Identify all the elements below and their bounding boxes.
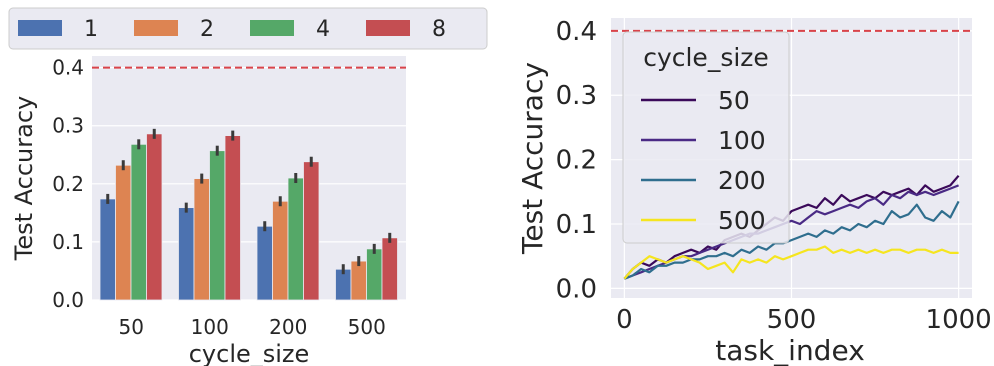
bar-100-series-1 (178, 207, 195, 301)
bar-x-tick-100: 100 (191, 315, 229, 339)
line-chart-legend-title: cycle_size (643, 43, 769, 72)
legend-swatch-4 (250, 20, 294, 36)
bar-200-series-8 (303, 161, 320, 301)
bar-x-tick-50: 50 (119, 315, 144, 339)
bar-50-series-2 (115, 164, 132, 301)
bar-chart-bars (99, 128, 398, 301)
legend-label-8: 8 (432, 17, 446, 42)
bar-50-series-4 (130, 143, 147, 301)
legend-label-4: 4 (316, 17, 330, 42)
bar-x-tick-200: 200 (269, 315, 307, 339)
line-series-50 (623, 174, 960, 280)
line-chart-y-ticks: 0.0 0.1 0.2 0.3 0.4 (556, 17, 597, 304)
top-legend-items: 1 2 4 8 (18, 17, 446, 42)
line-y-tick-0.1: 0.1 (556, 210, 597, 240)
line-chart-series (623, 174, 960, 280)
bar-500-series-2 (350, 260, 367, 301)
legend-swatch-2 (134, 20, 178, 36)
top-legend-frame (8, 7, 488, 50)
line-legend-label-50: 50 (718, 86, 750, 115)
line-legend-label-200: 200 (718, 166, 766, 195)
bar-200-series-4 (287, 177, 304, 301)
line-y-tick-0.3: 0.3 (556, 81, 597, 111)
bar-chart-x-ticks: 50 100 200 500 (119, 315, 386, 339)
line-y-tick-0.2: 0.2 (556, 146, 597, 176)
line-chart-legend: cycle_size 50 100 200 500 (622, 31, 790, 244)
line-chart-y-axis-label: Test Accuracy (516, 62, 549, 255)
bar-chart-x-axis-label: cycle_size (189, 340, 310, 366)
legend-swatch-1 (18, 20, 62, 36)
line-x-tick-0: 0 (616, 305, 633, 335)
top-legend: 1 2 4 8 (8, 7, 488, 50)
bar-chart: 0.0 0.1 0.2 0.3 0.4 50 100 200 500 Test Accurac… (10, 56, 406, 366)
bar-chart-y-axis-label: Test Accuracy (10, 96, 38, 261)
legend-label-1: 1 (84, 17, 98, 42)
bar-y-tick-0.4: 0.4 (52, 56, 84, 80)
bar-200-series-2 (272, 200, 289, 301)
line-chart-x-ticks: 0 500 1000 (616, 305, 992, 335)
line-chart-legend-frame (622, 31, 790, 244)
bar-chart-y-ticks: 0.0 0.1 0.2 0.3 0.4 (52, 56, 84, 312)
line-legend-label-500: 500 (718, 206, 766, 235)
line-chart-x-axis-label: task_index (715, 334, 865, 366)
line-series-500 (623, 245, 959, 280)
bar-y-tick-0.2: 0.2 (52, 172, 84, 196)
line-series-200 (624, 200, 960, 280)
bar-y-tick-0.1: 0.1 (52, 230, 84, 254)
line-chart: 0.0 0.1 0.2 0.3 0.4 0 500 1000 Test Accuracy t… (516, 17, 992, 366)
bar-100-series-2 (193, 178, 210, 301)
line-chart-legend-items: 50 100 200 500 (641, 86, 766, 235)
legend-label-2: 2 (200, 17, 214, 42)
bar-100-series-4 (209, 150, 226, 301)
bar-x-tick-500: 500 (348, 315, 386, 339)
bar-100-series-8 (224, 135, 241, 301)
line-y-tick-0.4: 0.4 (556, 17, 597, 47)
bar-500-series-8 (381, 237, 398, 301)
bar-500-series-4 (366, 248, 383, 301)
bar-200-series-1 (256, 225, 273, 301)
bar-y-tick-0.3: 0.3 (52, 114, 84, 138)
line-legend-label-100: 100 (718, 126, 766, 155)
line-y-tick-0.0: 0.0 (556, 274, 597, 304)
legend-swatch-8 (366, 20, 410, 36)
bar-50-series-1 (99, 198, 116, 301)
line-x-tick-1000: 1000 (926, 305, 992, 335)
bar-50-series-8 (146, 133, 163, 301)
line-x-tick-500: 500 (767, 305, 817, 335)
bar-y-tick-0.0: 0.0 (52, 288, 84, 312)
